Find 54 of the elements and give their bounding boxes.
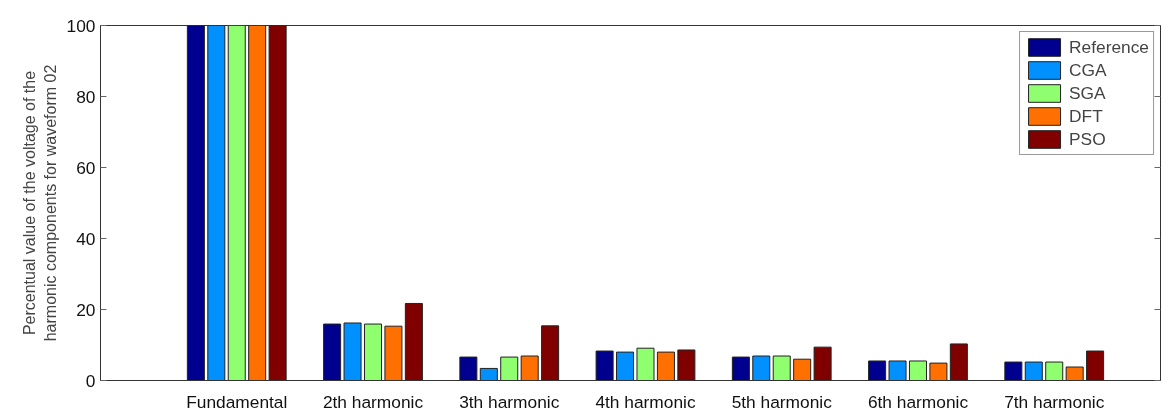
y-tick-label: 0: [85, 370, 96, 391]
bar: [888, 360, 907, 381]
bar: [929, 362, 948, 381]
bar: [459, 356, 478, 381]
bar: [1086, 350, 1105, 381]
bar: [636, 347, 655, 381]
x-tick-label: 7th harmonic: [1004, 391, 1105, 412]
y-tick-label: 40: [76, 228, 96, 249]
bar: [868, 360, 887, 381]
bar: [1045, 361, 1064, 381]
bar: [268, 25, 287, 381]
bar: [404, 302, 423, 381]
legend-label: SGA: [1069, 82, 1106, 104]
bar: [186, 25, 205, 381]
bar: [323, 323, 342, 381]
bar: [248, 25, 267, 381]
legend-label: CGA: [1069, 59, 1107, 81]
x-tick-label: 4th harmonic: [595, 391, 696, 412]
bar: [656, 351, 675, 381]
y-axis-title: Percentual value of the voltage of the harmonic components for waveform 02: [21, 64, 59, 342]
legend-label: Reference: [1069, 36, 1149, 58]
bar: [1024, 361, 1043, 381]
bar: [1004, 361, 1023, 381]
x-tick-label: 5th harmonic: [731, 391, 833, 412]
bar: [813, 346, 832, 381]
bar: [479, 367, 498, 381]
y-tick-label: 60: [76, 157, 96, 178]
bar: [227, 25, 246, 381]
y-tick-label: 80: [76, 86, 96, 107]
bar: [1065, 366, 1084, 381]
bar: [772, 355, 791, 381]
legend-label: DFT: [1069, 105, 1103, 127]
bar: [616, 351, 635, 381]
x-tick-label: Fundamental: [186, 391, 288, 412]
legend-label: PSO: [1069, 128, 1106, 150]
y-tick-label: 20: [76, 299, 96, 320]
bar: [908, 360, 927, 381]
bar: [731, 356, 750, 381]
x-tick-label: 2th harmonic: [322, 391, 424, 412]
x-tick-label: 3th harmonic: [459, 391, 560, 412]
bar: [541, 325, 560, 381]
bar: [949, 343, 968, 381]
bar: [384, 325, 403, 381]
bar: [500, 356, 519, 381]
bar: [343, 322, 362, 381]
x-tick-label: 6th harmonic: [867, 391, 969, 412]
bar: [595, 350, 614, 381]
bar: [520, 355, 539, 381]
bar: [207, 25, 226, 381]
bar: [793, 358, 812, 381]
bar: [677, 349, 696, 381]
y-tick-label: 100: [66, 15, 96, 36]
bar: [752, 355, 771, 381]
bar: [363, 323, 383, 381]
